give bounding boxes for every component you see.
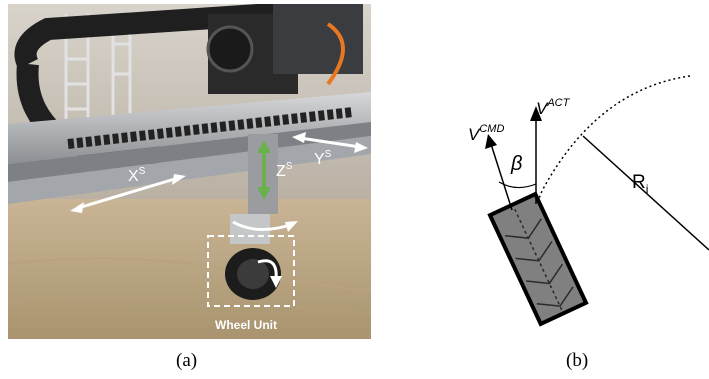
wheel-unit-label: Wheel Unit (215, 318, 277, 332)
y-axis-label: YS (314, 149, 332, 168)
gantry-photo: XS YS ZS Wheel Unit (8, 4, 371, 339)
v-cmd-label: VCMD (468, 123, 504, 144)
z-axis-label: ZS (276, 161, 293, 180)
radius-label: Ri (632, 172, 648, 196)
beta-angle-arc (498, 181, 537, 189)
caption-b: (b) (566, 350, 589, 371)
x-axis-arrow (70, 174, 186, 213)
radius-line (582, 135, 709, 251)
v-act-label: VACT (536, 97, 571, 118)
v-cmd-arrow (485, 134, 513, 211)
x-axis-label: XS (128, 166, 146, 185)
wheel-kinematics-diagram: VCMD VACT β Ri (378, 4, 709, 344)
caption-a: (a) (176, 350, 198, 371)
z-axis-arrow (257, 140, 271, 200)
y-axis-arrow (292, 132, 368, 153)
wheel-unit-box (207, 235, 295, 307)
beta-label: β (510, 153, 522, 175)
wheel-shape (487, 191, 589, 327)
gantry-photo-illustration: XS YS ZS Wheel Unit (8, 4, 371, 339)
wheel-rotation-arrow (257, 259, 278, 280)
v-act-arrow (530, 106, 542, 204)
